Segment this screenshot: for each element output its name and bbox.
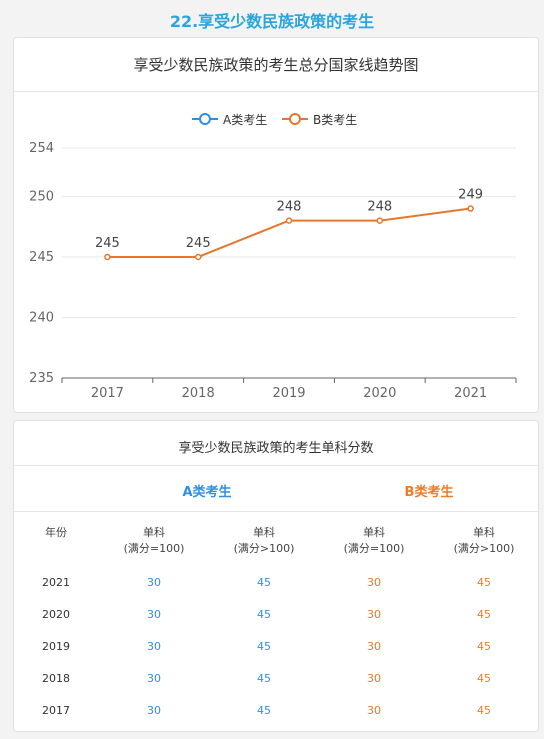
cell-a-sub2: 45 — [257, 608, 271, 621]
legend-label: B类考生 — [313, 113, 357, 127]
cell-year: 2018 — [42, 672, 70, 685]
column-header-a-sub2: 单科 (满分>100) — [214, 525, 314, 557]
x-tick-label: 2021 — [454, 386, 487, 401]
table-title-divider — [14, 465, 538, 466]
group-b-header: B类考生 — [404, 485, 454, 500]
legend-marker — [199, 113, 211, 125]
cell-b-sub1: 30 — [367, 640, 381, 653]
data-point — [467, 205, 474, 212]
column-header-year: 年份 — [45, 526, 67, 539]
cell-b-sub1: 30 — [367, 608, 381, 621]
x-tick-label: 2020 — [363, 386, 396, 401]
column-header-note: (满分=100) — [123, 542, 185, 555]
data-point — [104, 253, 111, 261]
line-chart: 235 240 245 250 254 2017 2018 2019 2020 2021 A类考生 B… — [29, 113, 517, 401]
page-heading: 22.享受少数民族政策的考生 — [169, 12, 375, 31]
column-header-note: (满分>100) — [233, 542, 295, 555]
cell-b-sub2: 45 — [477, 704, 491, 717]
x-tick-label: 2017 — [91, 386, 124, 401]
cell-b-sub1: 30 — [367, 704, 381, 717]
cell-b-sub1: 30 — [367, 672, 381, 685]
score-table-card: 享受少数民族政策的考生单科分数 A类考生 B类考生 年份 单科 (满分=100)… — [13, 420, 539, 732]
cell-a-sub2: 45 — [257, 576, 271, 589]
group-header-divider — [14, 511, 538, 512]
table-title: 享受少数民族政策的考生单科分数 — [178, 441, 374, 456]
series-line — [107, 207, 471, 258]
y-tick-label: 240 — [29, 310, 54, 325]
cell-b-sub2: 45 — [477, 608, 491, 621]
data-label: 248 — [367, 200, 392, 215]
cell-a-sub2: 45 — [257, 672, 271, 685]
column-header-note: (满分=100) — [343, 542, 405, 555]
x-tick-label: 2018 — [182, 386, 215, 401]
column-header-label: 单科 — [253, 526, 275, 539]
column-header-label: 单科 — [473, 526, 495, 539]
cell-b-sub2: 45 — [477, 640, 491, 653]
x-tick-label: 2019 — [272, 386, 305, 401]
column-header-a-sub1: 单科 (满分=100) — [104, 525, 204, 557]
legend-label: A类考生 — [223, 113, 267, 127]
cell-b-sub2: 45 — [477, 672, 491, 685]
cell-a-sub1: 30 — [147, 704, 161, 717]
cell-year: 2019 — [42, 640, 70, 653]
cell-year: 2020 — [42, 608, 70, 621]
column-header-label: 单科 — [143, 526, 165, 539]
cell-a-sub1: 30 — [147, 608, 161, 621]
chart-title-divider — [14, 91, 538, 92]
cell-a-sub2: 45 — [257, 640, 271, 653]
cell-b-sub2: 45 — [477, 576, 491, 589]
cell-year: 2017 — [42, 704, 70, 717]
data-point — [376, 217, 384, 224]
y-tick-label: 235 — [29, 371, 54, 386]
y-tick-label: 250 — [29, 189, 54, 204]
column-header-note: (满分>100) — [453, 542, 515, 555]
cell-b-sub1: 30 — [367, 576, 381, 589]
chart-card: 享受少数民族政策的考生总分国家线趋势图 235 240 245 250 254 2017 2… — [13, 37, 539, 413]
y-tick-label: 254 — [29, 141, 54, 156]
cell-a-sub2: 45 — [257, 704, 271, 717]
cell-a-sub1: 30 — [147, 672, 161, 685]
cell-a-sub1: 30 — [147, 576, 161, 589]
data-label: 245 — [186, 236, 211, 251]
data-label: 245 — [95, 236, 120, 251]
legend-marker — [289, 113, 301, 125]
data-label: 248 — [277, 200, 302, 215]
data-point — [285, 217, 293, 224]
column-header-b-sub1: 单科 (满分=100) — [324, 525, 424, 557]
data-point — [194, 253, 202, 261]
cell-year: 2021 — [42, 576, 70, 589]
chart-title: 享受少数民族政策的考生总分国家线趋势图 — [133, 56, 419, 74]
data-label: 249 — [458, 188, 483, 203]
y-tick-label: 245 — [29, 250, 54, 265]
column-header-b-sub2: 单科 (满分>100) — [434, 525, 534, 557]
group-a-header: A类考生 — [182, 485, 232, 500]
column-header-label: 单科 — [363, 526, 385, 539]
cell-a-sub1: 30 — [147, 640, 161, 653]
